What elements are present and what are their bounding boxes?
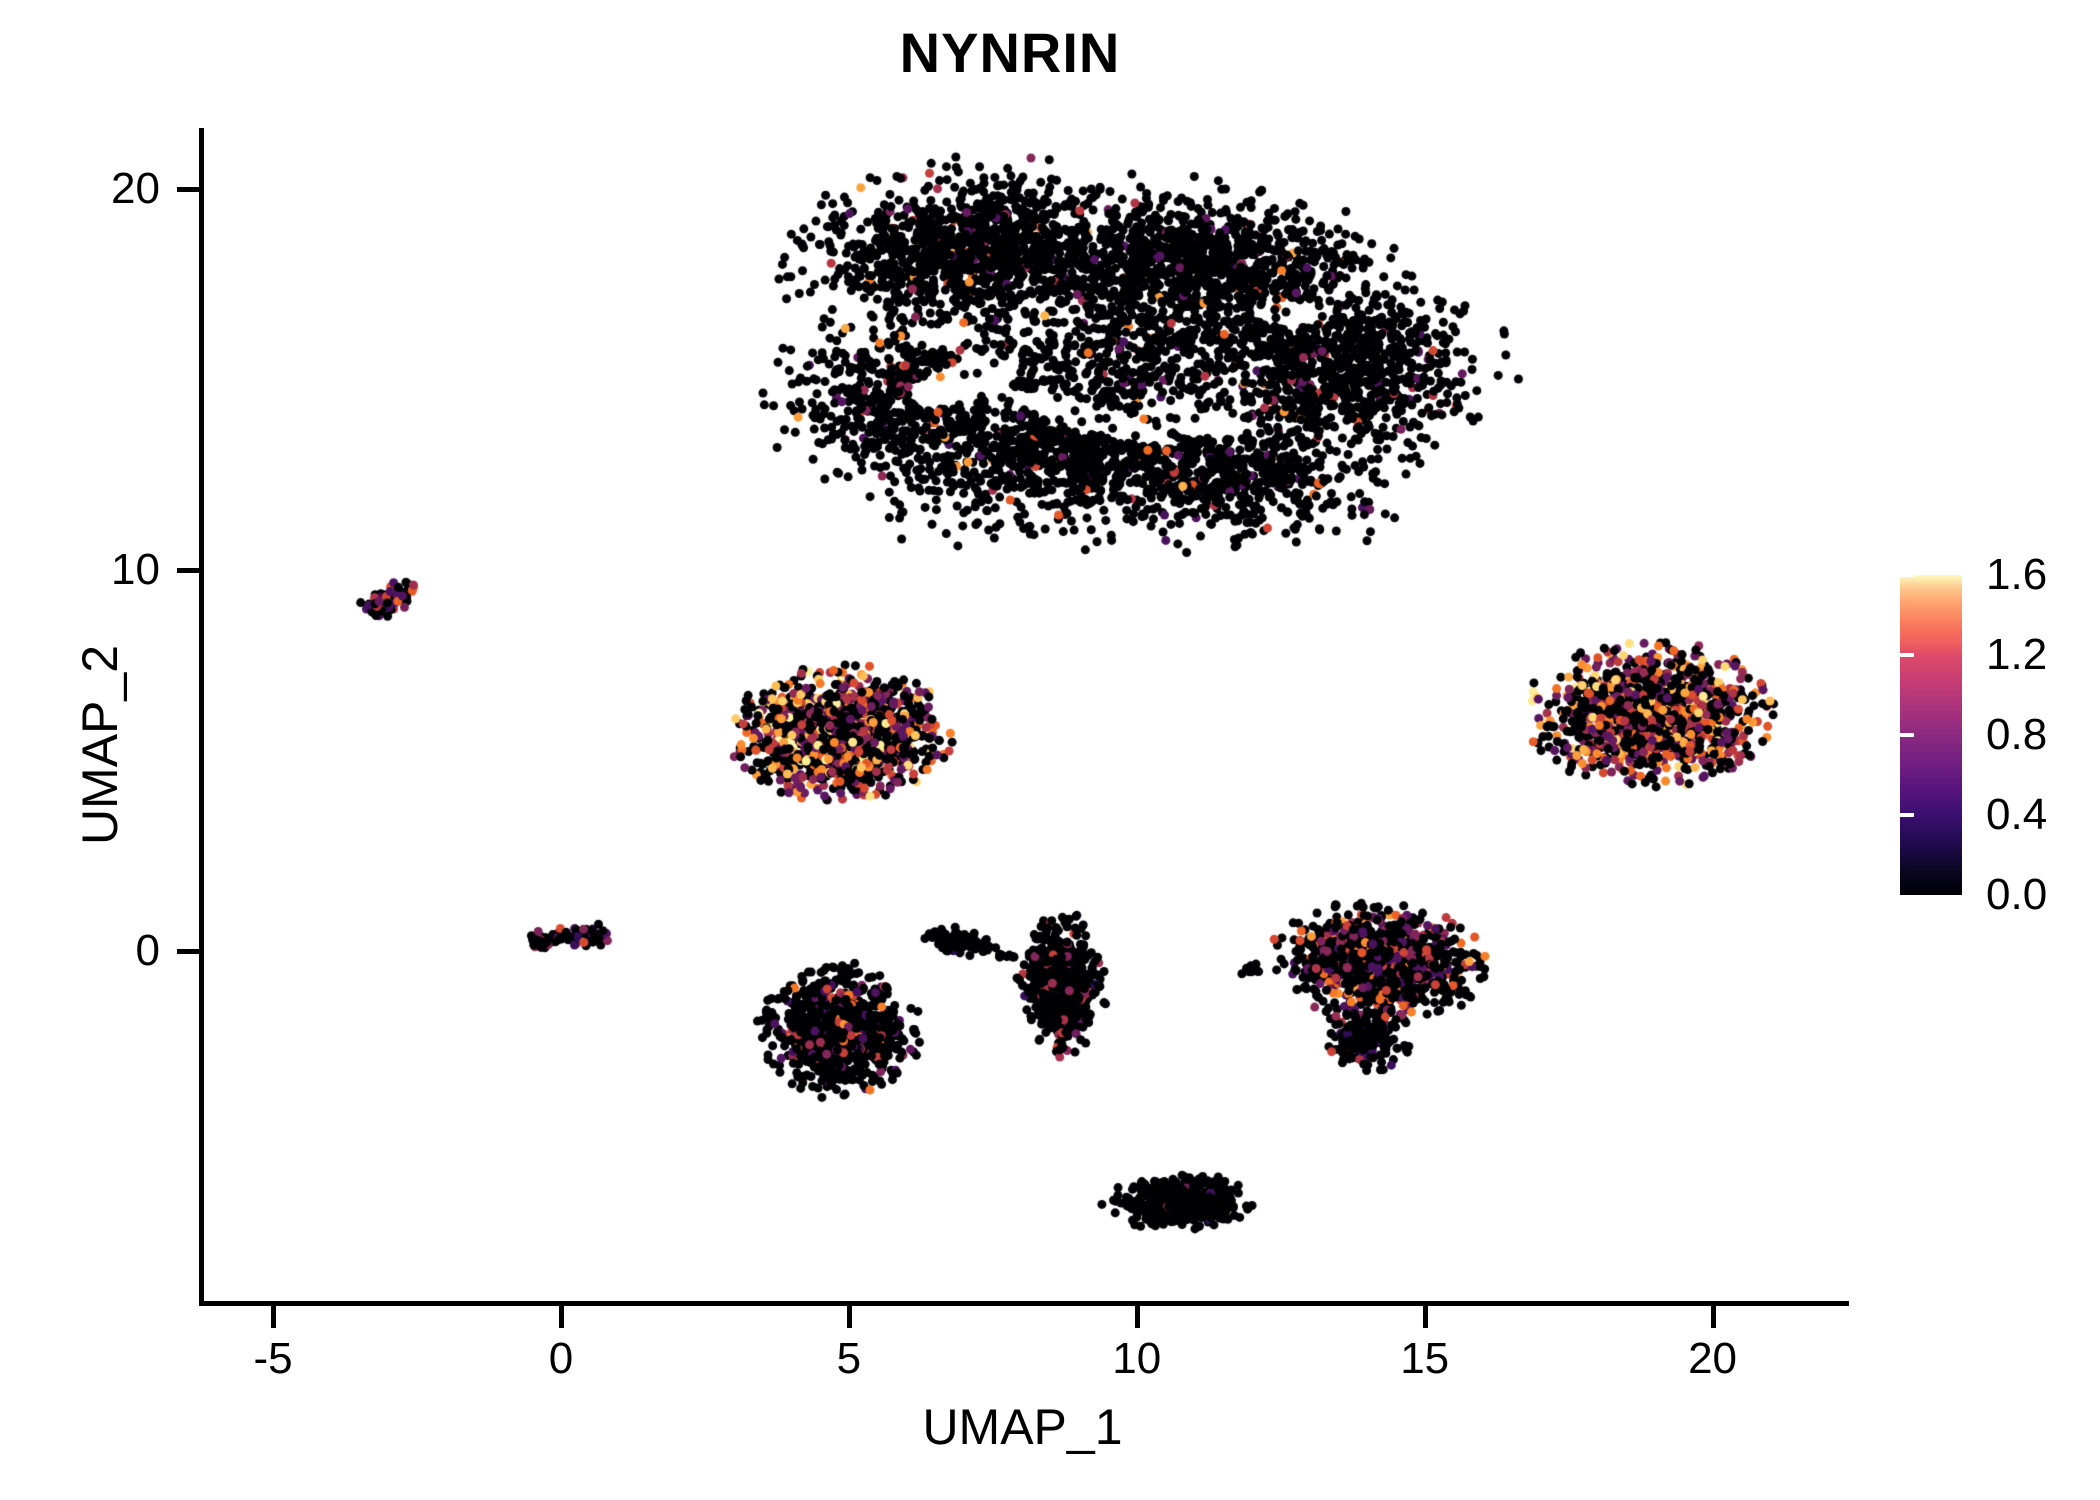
colorbar-tick-label: 1.2 [1986,630,2048,679]
colorbar-tick-mark [1900,813,1914,817]
x-tick-mark [271,1306,277,1328]
y-tick-mark [177,186,199,192]
x-tick-mark [1710,1306,1716,1328]
page-title: NYNRIN [899,21,1121,84]
colorbar-tick-mark [1900,573,1914,577]
x-tick-label: 0 [548,1334,574,1383]
x-tick-label: 15 [1400,1334,1450,1383]
y-axis-title: UMAP_2 [72,644,128,846]
y-tick-label: 20 [111,163,160,213]
x-tick-mark [1134,1306,1140,1328]
colorbar-tick-label: 1.6 [1986,550,2048,599]
colorbar-legend: 0.0 0.4 0.8 1.2 1.6 [1900,550,2100,919]
x-tick-label: 5 [836,1334,862,1383]
scatter-points-canvas [204,128,1845,1301]
y-tick-mark [177,948,199,954]
colorbar-tick-mark [2086,653,2100,657]
colorbar-tick-mark [2086,573,2100,577]
colorbar-tick-mark [1900,733,1914,737]
x-axis-line [199,1301,1849,1306]
colorbar-tick-mark [2086,733,2100,737]
colorbar-tick-label: 0.4 [1986,790,2048,839]
colorbar-tick-label: 0.8 [1986,710,2048,759]
y-tick-label: 0 [135,925,160,975]
colorbar-tick-mark [1900,653,1914,657]
colorbar-tick-mark [2086,813,2100,817]
colorbar-tick-label: 0.0 [1986,870,2048,919]
x-tick-mark [558,1306,564,1328]
y-axis-line [199,128,204,1306]
x-axis-title: UMAP_1 [922,1399,1123,1455]
y-tick-mark [177,567,199,573]
x-tick-label: -5 [253,1334,293,1383]
x-tick-mark [846,1306,852,1328]
x-tick-label: 10 [1112,1334,1162,1383]
x-tick-label: 20 [1688,1334,1738,1383]
x-tick-mark [1422,1306,1428,1328]
y-tick-label: 10 [111,544,160,594]
